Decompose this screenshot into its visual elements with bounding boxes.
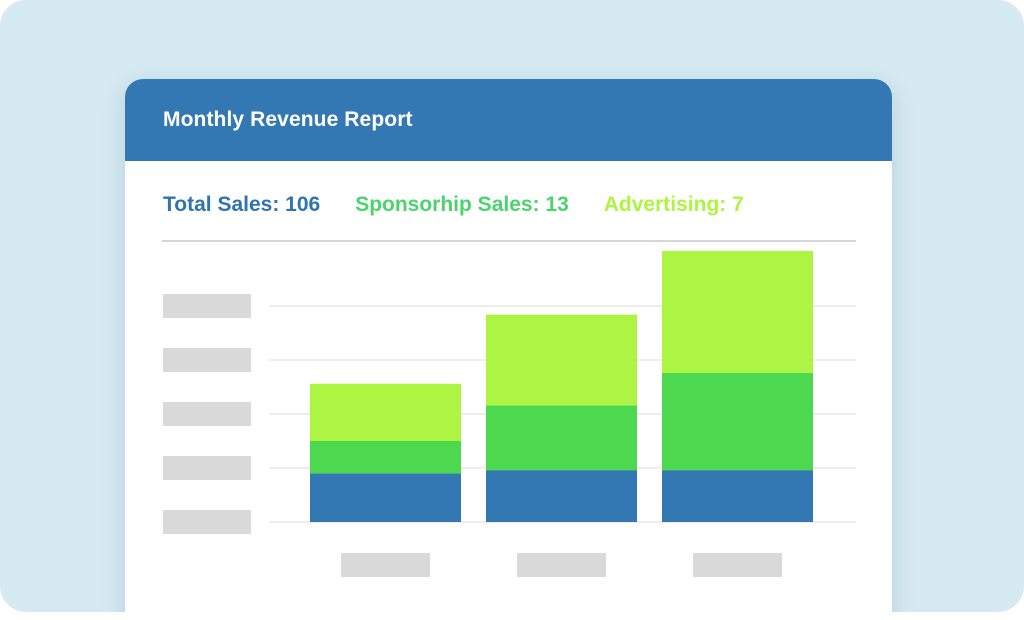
y-tick-label xyxy=(163,456,251,480)
sponsorship-sales-stat: Sponsorhip Sales: 13 xyxy=(355,193,569,216)
bar-segment xyxy=(486,314,637,406)
x-tick-label xyxy=(693,553,782,577)
advertising-stat: Advertising: 7 xyxy=(603,193,744,216)
report-title: Monthly Revenue Report xyxy=(163,108,413,131)
bar-segment xyxy=(486,470,637,522)
stats-row: Total Sales: 106 Sponsorhip Sales: 13 Ad… xyxy=(163,193,744,217)
bar-segment xyxy=(310,383,461,441)
bar-segment xyxy=(662,470,813,522)
y-tick-label xyxy=(163,348,251,372)
y-tick-label xyxy=(163,510,251,534)
revenue-chart xyxy=(163,250,856,577)
bar-segment xyxy=(310,473,461,522)
bar-segment xyxy=(662,250,813,373)
total-sales-stat: Total Sales: 106 xyxy=(163,193,321,216)
report-card: Monthly Revenue Report Total Sales: 106 … xyxy=(125,79,892,612)
y-tick-label xyxy=(163,402,251,426)
y-tick-label xyxy=(163,294,251,318)
bar-segment xyxy=(310,441,461,474)
divider xyxy=(162,240,856,242)
bar-segment xyxy=(662,372,813,471)
bar-segment xyxy=(486,405,637,471)
x-tick-label xyxy=(517,553,606,577)
x-tick-label xyxy=(341,553,430,577)
report-header: Monthly Revenue Report xyxy=(125,79,892,161)
